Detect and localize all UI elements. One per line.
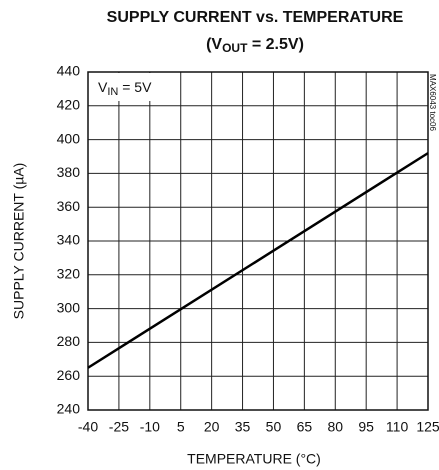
y-tick-label: 240 — [57, 401, 81, 417]
chart-subtitle: (VOUT = 2.5V) — [206, 36, 304, 55]
x-tick-label: 65 — [297, 419, 313, 435]
annotation-part: V — [98, 79, 108, 95]
x-tick-label: 35 — [235, 419, 251, 435]
y-tick-label: 360 — [57, 198, 81, 214]
annotation-part: = 5V — [118, 79, 152, 95]
x-tick-label: 5 — [177, 419, 185, 435]
x-tick-label: 125 — [416, 419, 439, 435]
x-tick-label: 80 — [327, 419, 343, 435]
x-tick-label: -10 — [140, 419, 160, 435]
x-tick-label: 95 — [358, 419, 374, 435]
x-tick-label: -40 — [78, 419, 98, 435]
y-tick-label: 320 — [57, 266, 81, 282]
x-tick-label: 20 — [204, 419, 220, 435]
y-tick-label: 340 — [57, 232, 81, 248]
data-line — [87, 152, 429, 369]
chart-title: SUPPLY CURRENT vs. TEMPERATURE — [107, 9, 404, 26]
y-tick-label: 260 — [57, 367, 81, 383]
side-label: MAX6043 toc06 — [428, 74, 437, 131]
x-tick-label: 50 — [266, 419, 282, 435]
y-tick-label: 380 — [57, 164, 81, 180]
y-tick-label: 300 — [57, 299, 81, 315]
subtitle-part: = 2.5V) — [247, 36, 303, 53]
annotation-part: IN — [107, 86, 118, 98]
plot-frame — [87, 71, 429, 411]
y-tick-label: 400 — [57, 130, 81, 146]
x-tick-label: 110 — [386, 419, 409, 435]
subtitle-part: (V — [206, 36, 222, 53]
x-tick-label: -25 — [109, 419, 129, 435]
y-tick-label: 440 — [57, 63, 81, 79]
annotation-box — [89, 73, 151, 101]
y-tick-label: 280 — [57, 333, 81, 349]
y-tick-label: 420 — [57, 97, 81, 113]
x-axis-label: TEMPERATURE (°C) — [187, 451, 321, 467]
annotation: VIN = 5V — [98, 79, 152, 98]
y-axis-label: SUPPLY CURRENT (µA) — [11, 163, 27, 320]
subtitle-subscript: OUT — [222, 41, 248, 55]
